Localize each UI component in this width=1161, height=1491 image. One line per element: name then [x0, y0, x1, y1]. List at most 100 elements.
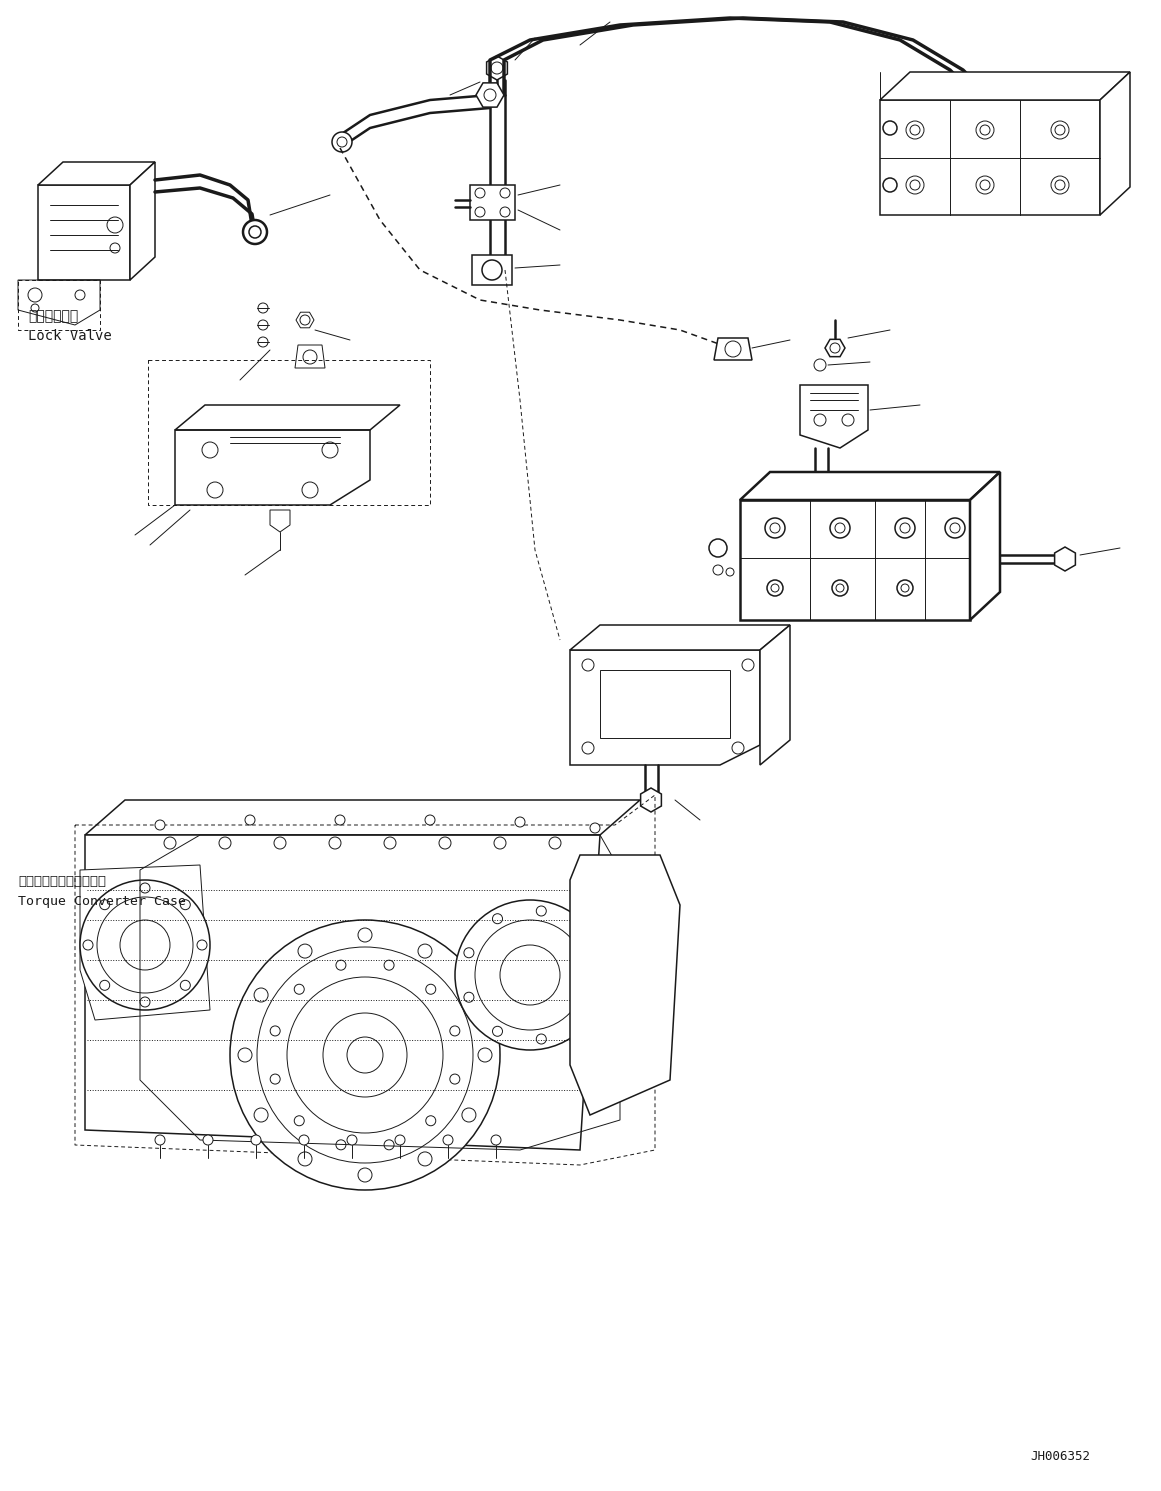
Circle shape: [426, 984, 435, 994]
Circle shape: [444, 1135, 453, 1145]
Circle shape: [549, 836, 561, 848]
Circle shape: [464, 992, 474, 1002]
Circle shape: [164, 836, 176, 848]
Circle shape: [336, 1139, 346, 1150]
Polygon shape: [740, 473, 1000, 499]
Circle shape: [418, 1153, 432, 1166]
Circle shape: [590, 823, 600, 833]
Circle shape: [219, 836, 231, 848]
Circle shape: [475, 207, 485, 218]
Bar: [600, 669, 730, 738]
Circle shape: [1051, 176, 1069, 194]
Circle shape: [245, 816, 255, 825]
Polygon shape: [570, 625, 789, 650]
Polygon shape: [641, 789, 662, 813]
Circle shape: [332, 133, 352, 152]
Circle shape: [976, 176, 994, 194]
Circle shape: [384, 1139, 394, 1150]
Circle shape: [976, 121, 994, 139]
Circle shape: [449, 1074, 460, 1084]
Polygon shape: [38, 163, 156, 185]
Circle shape: [945, 517, 965, 538]
Circle shape: [254, 989, 268, 1002]
Circle shape: [830, 517, 850, 538]
Circle shape: [140, 883, 150, 893]
Circle shape: [358, 927, 372, 942]
Circle shape: [302, 482, 318, 498]
Polygon shape: [969, 473, 1000, 620]
Circle shape: [462, 989, 476, 1002]
Circle shape: [347, 1135, 356, 1145]
Circle shape: [358, 1167, 372, 1182]
Polygon shape: [570, 650, 760, 765]
Text: ロックバルブ: ロックバルブ: [28, 309, 78, 324]
Circle shape: [492, 1026, 503, 1036]
Circle shape: [884, 121, 897, 136]
Circle shape: [180, 899, 190, 910]
Circle shape: [140, 997, 150, 1006]
Circle shape: [271, 1074, 280, 1084]
Circle shape: [767, 580, 783, 596]
Circle shape: [329, 836, 341, 848]
Polygon shape: [486, 57, 507, 81]
Circle shape: [254, 1108, 268, 1123]
Circle shape: [575, 929, 585, 938]
Circle shape: [156, 1135, 165, 1145]
Circle shape: [731, 743, 744, 754]
Circle shape: [82, 939, 93, 950]
Polygon shape: [800, 385, 868, 447]
Circle shape: [197, 939, 207, 950]
Circle shape: [230, 920, 500, 1190]
Circle shape: [426, 1115, 435, 1126]
Polygon shape: [271, 510, 290, 532]
Circle shape: [271, 1026, 280, 1036]
Circle shape: [765, 517, 785, 538]
Polygon shape: [880, 100, 1099, 215]
Circle shape: [384, 836, 396, 848]
Circle shape: [832, 580, 848, 596]
Polygon shape: [1099, 72, 1130, 215]
Circle shape: [100, 899, 109, 910]
Circle shape: [742, 659, 753, 671]
Polygon shape: [130, 163, 156, 280]
Circle shape: [80, 880, 210, 1009]
Circle shape: [478, 1048, 492, 1062]
Circle shape: [475, 188, 485, 198]
Circle shape: [814, 359, 825, 371]
Circle shape: [536, 1035, 547, 1044]
Circle shape: [156, 820, 165, 830]
Circle shape: [906, 121, 924, 139]
Circle shape: [251, 1135, 261, 1145]
Polygon shape: [825, 340, 845, 356]
Circle shape: [322, 441, 338, 458]
Circle shape: [294, 984, 304, 994]
Circle shape: [906, 176, 924, 194]
Circle shape: [294, 1115, 304, 1126]
Circle shape: [491, 1135, 502, 1145]
Circle shape: [336, 816, 345, 825]
Circle shape: [418, 944, 432, 959]
Polygon shape: [296, 312, 313, 328]
Circle shape: [500, 207, 510, 218]
Circle shape: [298, 944, 312, 959]
Polygon shape: [85, 835, 600, 1150]
Text: Lock Valve: Lock Valve: [28, 330, 111, 343]
Circle shape: [895, 517, 915, 538]
Polygon shape: [880, 72, 1130, 100]
Circle shape: [1051, 121, 1069, 139]
Circle shape: [100, 980, 109, 990]
Circle shape: [449, 1026, 460, 1036]
Circle shape: [202, 441, 218, 458]
Circle shape: [462, 1108, 476, 1123]
Circle shape: [582, 659, 594, 671]
Circle shape: [464, 948, 474, 957]
Circle shape: [238, 1048, 252, 1062]
Circle shape: [425, 816, 435, 825]
Circle shape: [180, 980, 190, 990]
Circle shape: [258, 303, 268, 313]
Circle shape: [536, 907, 547, 915]
Polygon shape: [473, 255, 512, 285]
Circle shape: [203, 1135, 212, 1145]
Circle shape: [300, 1135, 309, 1145]
Circle shape: [243, 221, 267, 245]
